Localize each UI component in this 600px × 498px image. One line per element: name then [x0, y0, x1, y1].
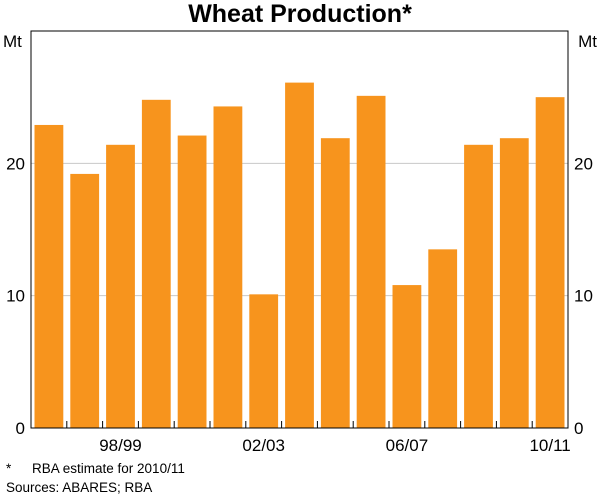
y-tick-label-right: 0	[574, 419, 583, 438]
x-tick-label-98/99: 98/99	[99, 436, 142, 455]
y-tick-label-left: 0	[16, 419, 25, 438]
footnote-sources: Sources: ABARES; RBA	[6, 480, 153, 495]
bar-08/09	[464, 144, 493, 428]
bar-99/00	[141, 99, 171, 429]
bar-00/01	[177, 135, 207, 428]
bar-05/06	[356, 95, 386, 429]
bar-97/98	[70, 173, 100, 428]
wheat-production-chart: 0 0 10 10 20 20 Mt Mt 98/99 02/03 06/07 10/11	[3, 30, 597, 455]
y-tick-label-right: 10	[574, 287, 593, 306]
footnote-marker: *	[6, 461, 12, 476]
footnote-text: RBA estimate for 2010/11	[32, 461, 185, 476]
axis-labels: 0 0 10 10 20 20 Mt Mt 98/99 02/03 06/07 10/11	[3, 32, 597, 455]
bar-01/02	[213, 106, 243, 429]
bar-03/04	[285, 82, 314, 429]
footnote-note: * RBA estimate for 2010/11	[6, 461, 185, 477]
y-unit-label-left: Mt	[3, 32, 22, 51]
bar-09/10	[499, 138, 529, 428]
y-unit-label-right: Mt	[578, 32, 597, 51]
bar-04/05	[320, 138, 350, 428]
plot-frame	[30, 30, 569, 429]
bar-10/11	[535, 97, 565, 429]
x-tick-label-06/07: 06/07	[386, 436, 429, 455]
y-tick-label-left: 10	[6, 287, 25, 306]
x-tick-label-02/03: 02/03	[242, 436, 285, 455]
bar-98/99	[106, 144, 135, 428]
x-ticks	[66, 421, 533, 428]
bar-07/08	[428, 249, 458, 428]
bar-96/97	[34, 124, 64, 428]
chart-title: Wheat Production*	[188, 0, 412, 28]
bar-02/03	[249, 294, 279, 428]
bar-06/07	[392, 285, 422, 428]
y-tick-label-left: 20	[6, 154, 25, 173]
bars	[34, 82, 565, 429]
y-tick-label-right: 20	[574, 154, 593, 173]
x-tick-label-10/11: 10/11	[529, 436, 570, 455]
